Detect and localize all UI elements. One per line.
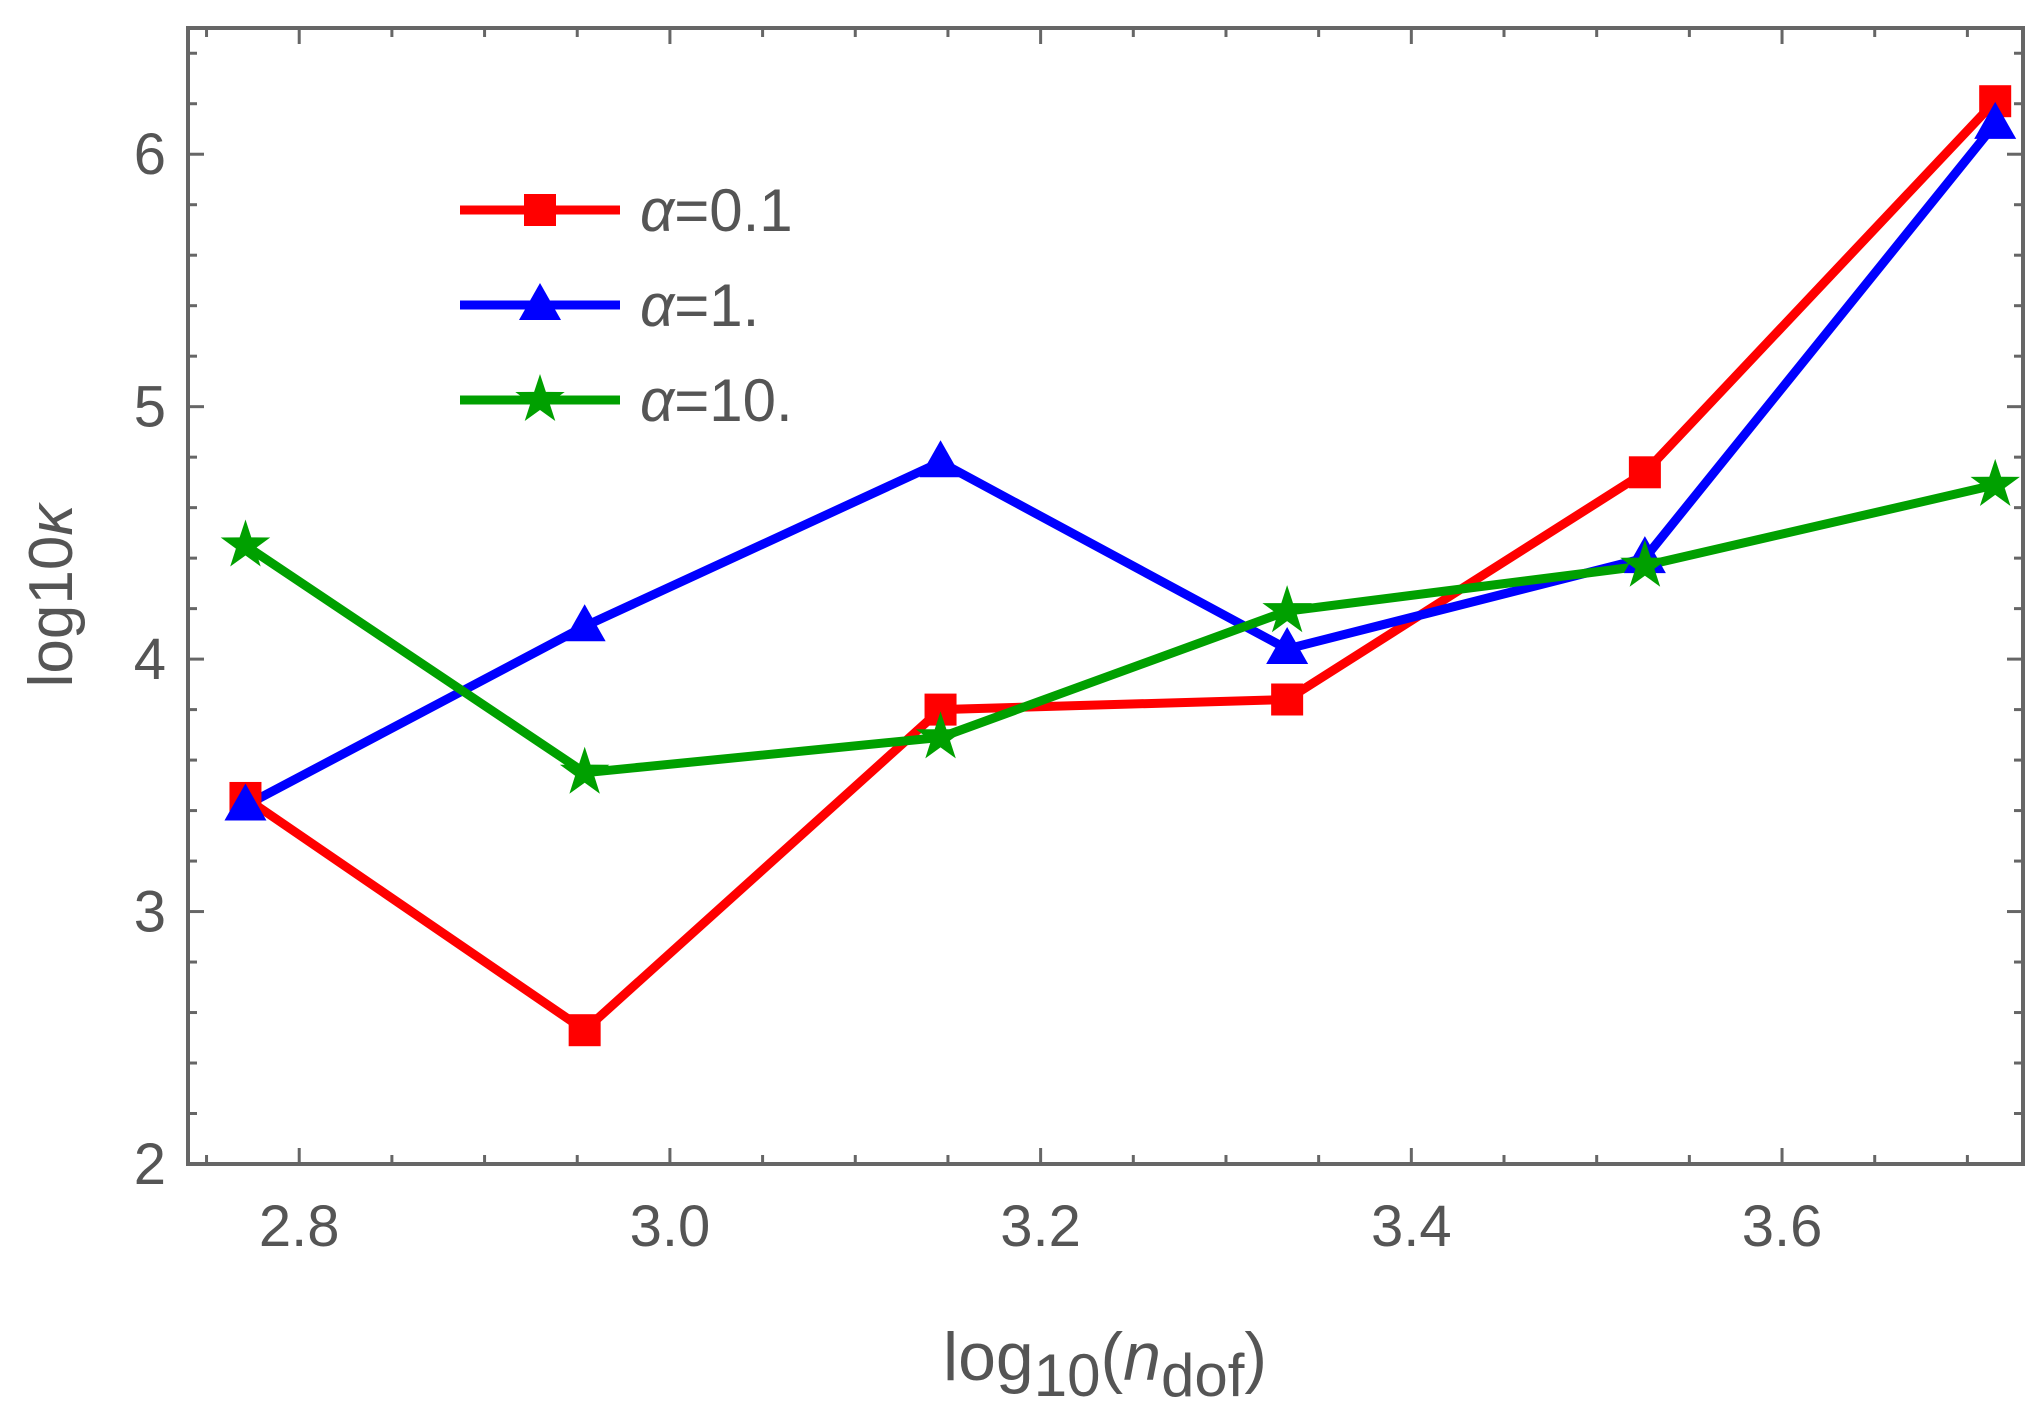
data-point-square	[1271, 683, 1304, 716]
legend-swatch-marker	[515, 374, 565, 421]
tick-group	[188, 28, 2023, 1166]
data-point-star	[1620, 539, 1670, 587]
legend-swatch-marker	[524, 194, 556, 226]
legend-label-value: =0.1	[674, 177, 792, 244]
x-axis-title: log10(ndof)	[943, 1319, 1267, 1409]
x-axis-title-sub: 10	[1034, 1342, 1101, 1409]
tick-label-group: 2.8 3.0 3.2 3.4 3.6 2 3 4 5 6	[134, 122, 1823, 1259]
data-point-triangle	[919, 440, 962, 478]
legend: α=0.1α=1.α=10.	[460, 177, 793, 434]
series-marker-group	[220, 85, 2020, 1047]
data-point-square	[1628, 456, 1661, 489]
x-axis-title-prefix: log	[943, 1319, 1034, 1395]
x-axis-title-var-sub: dof	[1161, 1342, 1245, 1409]
x-axis-title-open: (	[1100, 1319, 1123, 1395]
data-point-star	[1970, 458, 2020, 506]
x-tick-label: 3.0	[630, 1194, 711, 1259]
data-point-triangle	[224, 783, 267, 821]
series-line-1	[243, 121, 1999, 810]
legend-swatch-marker	[519, 283, 561, 320]
x-tick-label: 2.8	[259, 1194, 340, 1259]
legend-label-greek: α	[640, 177, 676, 244]
y-tick-label: 6	[134, 122, 166, 187]
legend-label: α=0.1	[640, 177, 793, 244]
series-line-2	[242, 480, 1997, 778]
legend-label-greek: α	[640, 272, 676, 339]
series-line-0	[242, 98, 1999, 1036]
data-point-triangle	[563, 604, 606, 642]
data-point-star	[220, 519, 271, 567]
series-line-group	[242, 98, 1999, 1036]
y-axis-title: log10κ	[17, 502, 86, 688]
plot-frame	[186, 26, 2025, 1166]
x-axis-title-close: )	[1244, 1319, 1267, 1395]
x-axis-title-var: n	[1123, 1319, 1161, 1395]
data-point-triangle	[1974, 101, 2017, 139]
y-tick-label: 2	[134, 1132, 166, 1197]
data-point-square	[568, 1014, 601, 1047]
x-tick-label: 3.4	[1371, 1194, 1452, 1259]
legend-label-greek: α	[640, 367, 676, 434]
y-axis-title-sub: 10	[17, 536, 86, 605]
y-axis-title-var: κ	[17, 502, 86, 536]
data-point-star	[915, 711, 966, 759]
y-tick-label: 4	[134, 627, 166, 692]
legend-label-value: =1.	[674, 272, 759, 339]
x-tick-label: 3.2	[1000, 1194, 1081, 1259]
y-axis-title-prefix: log	[17, 605, 86, 688]
y-tick-label: 5	[134, 375, 166, 440]
legend-label-value: =10.	[674, 367, 792, 434]
y-tick-label: 3	[134, 880, 166, 945]
data-point-star	[559, 746, 610, 794]
x-tick-label: 3.6	[1742, 1194, 1823, 1259]
legend-label: α=1.	[640, 272, 759, 339]
data-point-star	[1262, 585, 1312, 633]
data-point-triangle	[1266, 627, 1309, 665]
legend-label: α=10.	[640, 367, 793, 434]
